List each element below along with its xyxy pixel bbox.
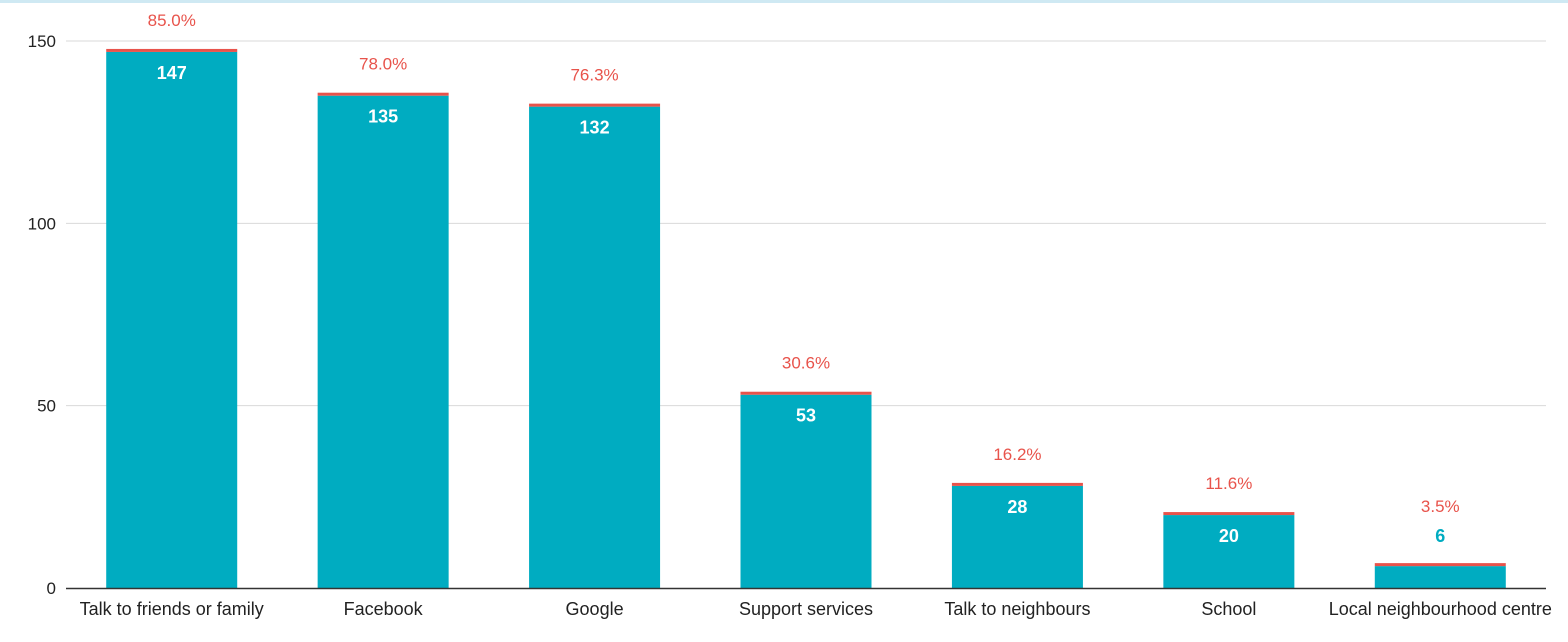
y-axis-ticks: 0 50 100 150 xyxy=(28,32,56,598)
bar-cap-5 xyxy=(1163,512,1295,516)
y-tick-label-100: 100 xyxy=(28,214,56,233)
bar-cap-3 xyxy=(740,391,872,395)
value-label-0: 147 xyxy=(157,63,187,83)
gridlines xyxy=(66,40,1546,407)
percent-label-4: 16.2% xyxy=(993,445,1041,464)
category-label-4: Talk to neighbours xyxy=(944,599,1090,619)
bar-1 xyxy=(317,95,449,588)
percent-label-3: 30.6% xyxy=(782,354,830,373)
bar-6 xyxy=(1374,566,1506,588)
percent-label-6: 3.5% xyxy=(1421,497,1460,516)
x-axis-categories: Talk to friends or family Facebook Google S… xyxy=(80,599,1552,619)
bar-cap-2 xyxy=(529,103,661,107)
category-label-3: Support services xyxy=(739,599,873,619)
value-label-2: 132 xyxy=(580,118,610,138)
bar-0 xyxy=(106,51,238,588)
value-label-3: 53 xyxy=(796,406,816,426)
value-label-1: 135 xyxy=(368,107,398,127)
value-label-4: 28 xyxy=(1007,497,1027,517)
value-label-6: 6 xyxy=(1435,526,1445,546)
bar-3 xyxy=(740,394,872,588)
bar-cap-6 xyxy=(1374,563,1506,567)
category-label-5: School xyxy=(1201,599,1256,619)
percent-label-2: 76.3% xyxy=(570,66,618,85)
y-tick-label-150: 150 xyxy=(28,32,56,51)
y-tick-label-0: 0 xyxy=(47,579,56,598)
category-label-0: Talk to friends or family xyxy=(80,599,264,619)
percent-label-5: 11.6% xyxy=(1205,474,1252,493)
category-label-1: Facebook xyxy=(344,599,424,619)
bars xyxy=(106,48,1506,588)
category-label-2: Google xyxy=(566,599,624,619)
value-label-5: 20 xyxy=(1219,526,1239,546)
bar-cap-4 xyxy=(951,482,1083,486)
bar-5 xyxy=(1163,515,1295,588)
bar-4 xyxy=(951,485,1083,588)
category-label-6: Local neighbourhood centre xyxy=(1329,599,1552,619)
bar-cap-1 xyxy=(317,92,449,96)
bar-2 xyxy=(529,106,661,588)
bar-cap-0 xyxy=(106,48,238,52)
data-labels: 147 85.0% 135 78.0% 132 76.3% 53 30.6% 28 16.2% 20… xyxy=(148,11,1460,546)
top-border xyxy=(0,0,1568,3)
percent-label-0: 85.0% xyxy=(148,11,196,30)
y-tick-label-50: 50 xyxy=(37,397,56,416)
percent-label-1: 78.0% xyxy=(359,55,407,74)
